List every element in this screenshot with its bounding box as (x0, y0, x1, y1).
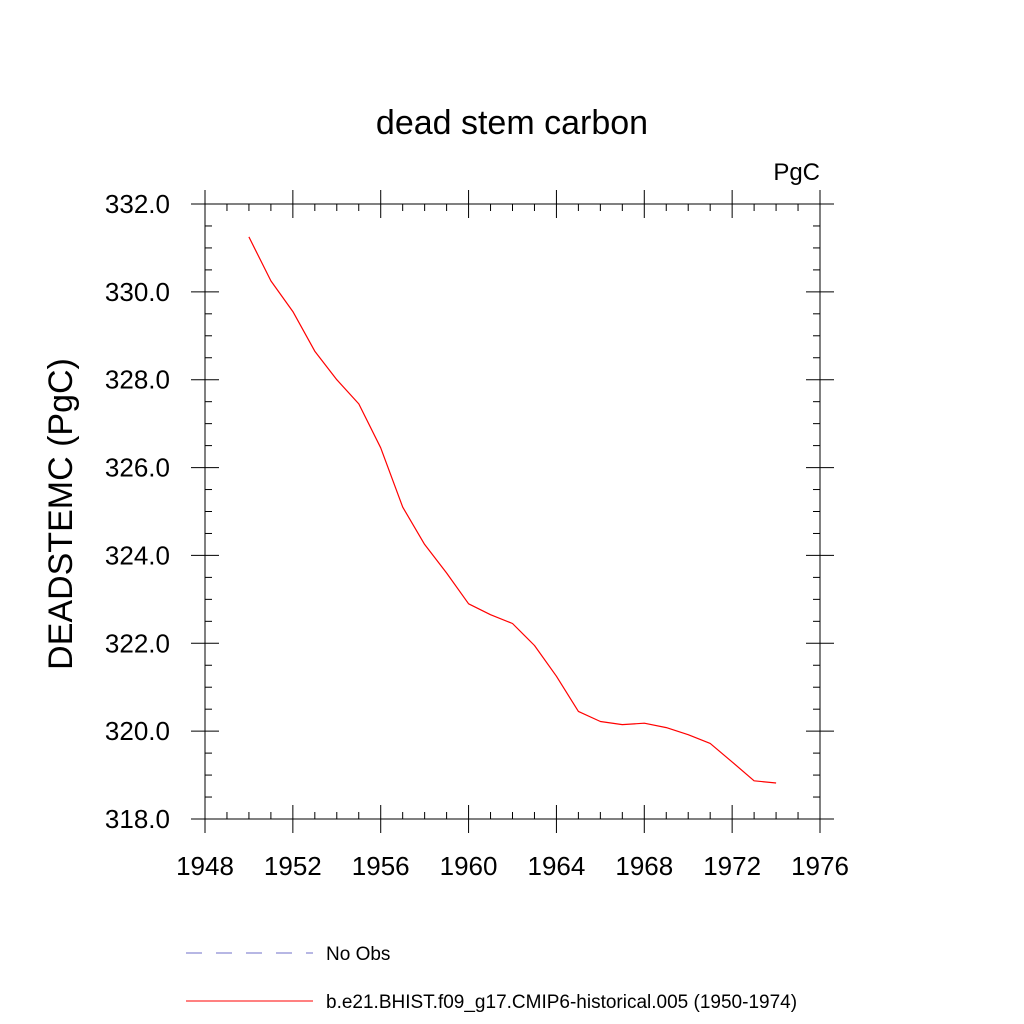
x-tick-label: 1972 (703, 851, 761, 881)
y-tick-label: 330.0 (105, 277, 170, 307)
y-axis-label: DEADSTEMC (PgC) (42, 358, 80, 670)
legend-label: No Obs (326, 944, 390, 965)
legend-label: b.e21.BHIST.f09_g17.CMIP6-historical.005… (326, 992, 797, 1013)
series-layer (248, 236, 777, 784)
x-tick-label: 1968 (615, 851, 673, 881)
legend: No Obs b.e21.BHIST.f09_g17.CMIP6-historic… (186, 944, 797, 1013)
x-tick-label: 1948 (176, 851, 234, 881)
y-tick-label: 332.0 (105, 189, 170, 219)
y-tick-label: 324.0 (105, 540, 170, 570)
units-label: PgC (773, 159, 820, 186)
x-tick-label: 1956 (352, 851, 410, 881)
x-tick-label: 1960 (440, 851, 498, 881)
chart-title: dead stem carbon (376, 104, 648, 142)
y-tick-label: 326.0 (105, 453, 170, 483)
ticks-layer: 1948 1952 1956 1960 1964 1968 1972 1976 318.0 320… (105, 189, 849, 881)
y-tick-label: 318.0 (105, 804, 170, 834)
y-tick-label: 320.0 (105, 716, 170, 746)
y-tick-label: 328.0 (105, 365, 170, 395)
plot-frame (204, 203, 821, 820)
series-line (248, 236, 777, 784)
x-tick-label: 1976 (791, 851, 849, 881)
x-tick-label: 1952 (264, 851, 322, 881)
x-tick-label: 1964 (528, 851, 586, 881)
y-tick-label: 322.0 (105, 628, 170, 658)
